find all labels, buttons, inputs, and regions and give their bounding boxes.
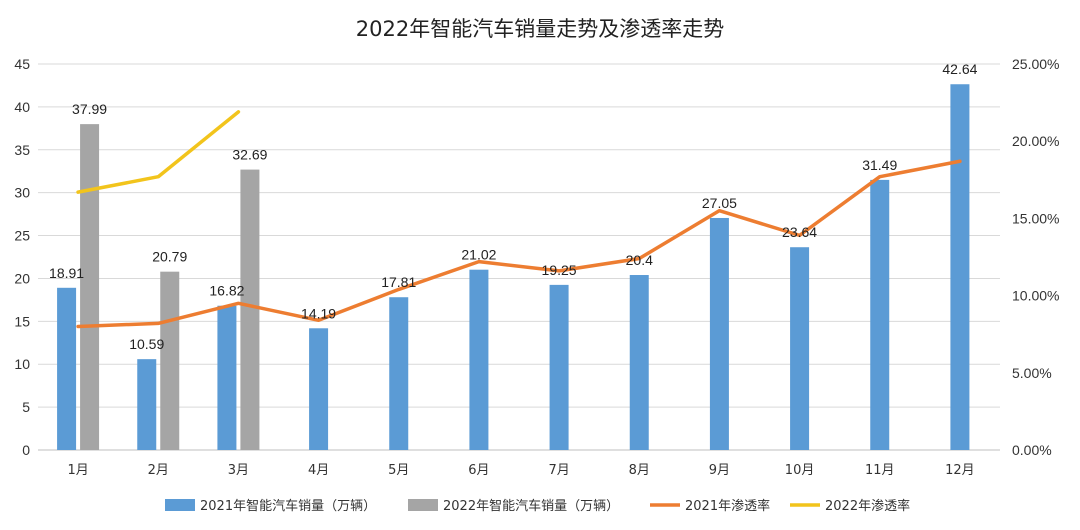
data-label: 10.59 — [129, 336, 164, 352]
data-label: 20.4 — [626, 252, 653, 268]
data-label: 16.82 — [209, 283, 244, 299]
left-tick-label: 5 — [22, 399, 30, 415]
bar — [240, 169, 260, 450]
legend-entry: 2022年智能汽车销量（万辆） — [443, 498, 619, 514]
bar — [137, 359, 157, 450]
bar — [217, 305, 237, 450]
left-tick-label: 30 — [14, 185, 30, 201]
chart-title: 2022年智能汽车销量走势及渗透率走势 — [356, 17, 724, 41]
bar — [549, 284, 569, 450]
bar — [469, 269, 489, 450]
category-label: 1月 — [67, 463, 88, 478]
data-label: 20.79 — [152, 249, 187, 265]
left-tick-label: 40 — [14, 99, 30, 115]
right-tick-label: 10.00% — [1012, 288, 1059, 304]
data-label: 21.02 — [461, 247, 496, 263]
left-tick-label: 45 — [14, 56, 30, 72]
category-label: 8月 — [629, 463, 650, 478]
data-label: 42.64 — [942, 61, 977, 77]
bar — [160, 271, 180, 450]
category-label: 2月 — [148, 463, 169, 478]
gridlines — [38, 63, 1000, 451]
right-tick-label: 15.00% — [1012, 210, 1059, 226]
category-label: 11月 — [865, 463, 895, 478]
left-tick-label: 25 — [14, 228, 30, 244]
legend-entry: 2022年渗透率 — [825, 498, 910, 514]
legend-swatch — [165, 499, 195, 511]
data-label: 31.49 — [862, 157, 897, 173]
category-label: 6月 — [468, 463, 489, 478]
category-label: 10月 — [785, 463, 815, 478]
left-axis-ticks: 0 5 10 15 20 25 30 35 40 45 — [14, 56, 30, 458]
category-label: 5月 — [388, 463, 409, 478]
series-line — [76, 110, 241, 194]
data-label: 37.99 — [72, 101, 107, 117]
data-label: 23.64 — [782, 224, 817, 240]
bar — [629, 275, 649, 450]
bar — [309, 328, 329, 450]
category-label: 7月 — [548, 463, 569, 478]
bar — [80, 124, 100, 450]
lines — [76, 110, 962, 329]
bar — [870, 179, 890, 450]
category-labels: 1月 2月 3月 4月 5月 6月 7月 8月 9月 10月 11月 12月 — [67, 463, 974, 478]
right-axis-ticks: 0.00% 5.00% 10.00% 15.00% 20.00% 25.00% — [1012, 56, 1059, 458]
right-tick-label: 25.00% — [1012, 56, 1059, 72]
legend-swatch — [408, 499, 438, 511]
data-label: 19.25 — [542, 262, 577, 278]
data-label: 18.91 — [49, 265, 84, 281]
data-label: 17.81 — [381, 274, 416, 290]
legend-entry: 2021年渗透率 — [685, 498, 770, 514]
category-label: 4月 — [308, 463, 329, 478]
left-tick-label: 35 — [14, 142, 30, 158]
bar — [389, 297, 409, 450]
category-label: 12月 — [945, 463, 975, 478]
data-label: 27.05 — [702, 195, 737, 211]
legend-entry: 2021年智能汽车销量（万辆） — [200, 498, 376, 514]
right-tick-label: 20.00% — [1012, 133, 1059, 149]
legend: 2021年智能汽车销量（万辆） 2022年智能汽车销量（万辆） 2021年渗透率 20… — [165, 498, 910, 514]
series-line — [76, 159, 962, 329]
left-tick-label: 15 — [14, 313, 30, 329]
data-label: 14.19 — [301, 305, 336, 321]
data-label: 32.69 — [232, 147, 267, 163]
bar — [709, 217, 729, 450]
left-tick-label: 10 — [14, 356, 30, 372]
bars — [57, 84, 970, 450]
category-label: 3月 — [228, 463, 249, 478]
left-tick-label: 20 — [14, 270, 30, 286]
category-label: 9月 — [709, 463, 730, 478]
right-tick-label: 5.00% — [1012, 365, 1052, 381]
left-tick-label: 0 — [22, 442, 30, 458]
right-tick-label: 0.00% — [1012, 442, 1052, 458]
data-labels: 18.91 37.99 10.59 20.79 16.82 32.69 14.19 17.81… — [49, 61, 978, 352]
bar — [57, 287, 77, 450]
bar — [950, 84, 970, 450]
bar — [790, 247, 810, 450]
